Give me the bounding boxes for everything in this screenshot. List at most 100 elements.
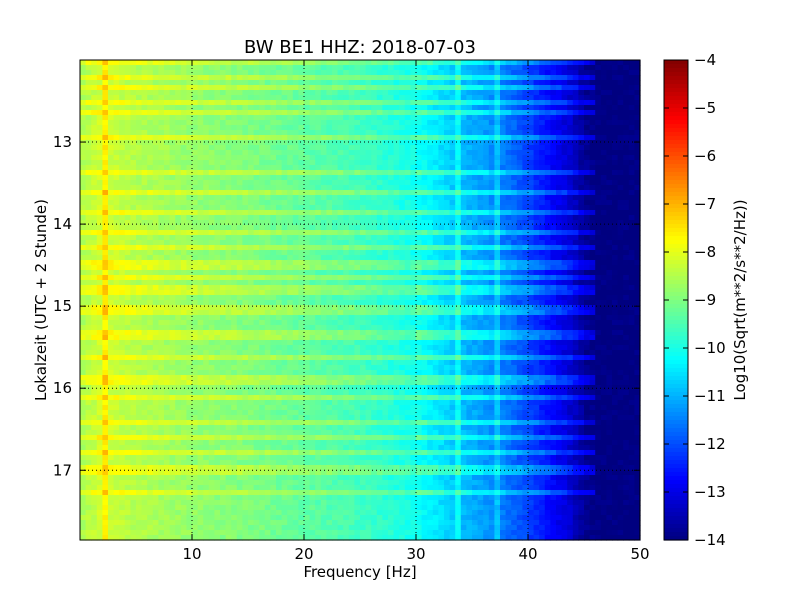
heatmap-cell (225, 150, 232, 156)
heatmap-cell (550, 300, 557, 306)
heatmap-cell (164, 105, 171, 111)
heatmap-cell (488, 70, 495, 76)
heatmap-cell (561, 140, 568, 146)
heatmap-cell (136, 210, 143, 216)
heatmap-cell (472, 135, 479, 141)
heatmap-cell (500, 280, 507, 286)
heatmap-cell (236, 115, 243, 121)
heatmap-cell (169, 175, 176, 181)
heatmap-cell (382, 120, 389, 126)
heatmap-cell (612, 280, 619, 286)
heatmap-cell (91, 185, 98, 191)
heatmap-cell (449, 295, 456, 301)
heatmap-cell (175, 145, 182, 151)
heatmap-cell (511, 60, 518, 66)
heatmap-cell (449, 110, 456, 116)
heatmap-cell (231, 160, 238, 166)
heatmap-cell (91, 265, 98, 271)
heatmap-cell (550, 215, 557, 221)
heatmap-cell (393, 70, 400, 76)
heatmap-cell (567, 170, 574, 176)
heatmap-cell (360, 215, 367, 221)
heatmap-cell (192, 125, 199, 131)
heatmap-cell (477, 250, 484, 256)
heatmap-cell (393, 105, 400, 111)
heatmap-cell (225, 75, 232, 81)
heatmap-cell (231, 80, 238, 86)
heatmap-cell (438, 135, 445, 141)
heatmap-cell (421, 205, 428, 211)
heatmap-cell (432, 135, 439, 141)
heatmap-cell (298, 280, 305, 286)
heatmap-cell (147, 150, 154, 156)
heatmap-cell (561, 255, 568, 261)
heatmap-cell (113, 225, 120, 231)
heatmap-cell (427, 280, 434, 286)
heatmap-cell (432, 220, 439, 226)
heatmap-cell (376, 70, 383, 76)
heatmap-cell (500, 60, 507, 66)
heatmap-cell (410, 255, 417, 261)
heatmap-cell (404, 205, 411, 211)
heatmap-cell (528, 230, 535, 236)
heatmap-cell (225, 125, 232, 131)
heatmap-cell (416, 135, 423, 141)
heatmap-cell (360, 280, 367, 286)
heatmap-cell (96, 60, 103, 66)
heatmap-cell (606, 190, 613, 196)
heatmap-cell (220, 185, 227, 191)
heatmap-cell (376, 220, 383, 226)
heatmap-cell (180, 200, 187, 206)
heatmap-cell (315, 300, 322, 306)
heatmap-cell (449, 80, 456, 86)
heatmap-cell (147, 205, 154, 211)
heatmap-cell (220, 275, 227, 281)
heatmap-cell (466, 200, 473, 206)
heatmap-cell (365, 300, 372, 306)
heatmap-cell (203, 295, 210, 301)
heatmap-cell (427, 200, 434, 206)
heatmap-cell (80, 125, 87, 131)
heatmap-cell (444, 70, 451, 76)
heatmap-cell (595, 100, 602, 106)
heatmap-cell (634, 185, 641, 191)
heatmap-cell (292, 150, 299, 156)
heatmap-cell (388, 130, 395, 136)
heatmap-cell (483, 255, 490, 261)
heatmap-cell (337, 280, 344, 286)
heatmap-cell (180, 290, 187, 296)
heatmap-cell (416, 110, 423, 116)
heatmap-cell (332, 205, 339, 211)
heatmap-cell (516, 70, 523, 76)
heatmap-cell (376, 265, 383, 271)
heatmap-cell (416, 120, 423, 126)
heatmap-cell (130, 250, 137, 256)
heatmap-cell (505, 275, 512, 281)
heatmap-cell (460, 135, 467, 141)
heatmap-cell (225, 220, 232, 226)
heatmap-cell (539, 65, 546, 71)
heatmap-cell (85, 295, 92, 301)
heatmap-cell (242, 95, 249, 101)
heatmap-cell (270, 110, 277, 116)
heatmap-cell (186, 265, 193, 271)
heatmap-cell (432, 75, 439, 81)
heatmap-cell (410, 215, 417, 221)
heatmap-cell (516, 285, 523, 291)
heatmap-cell (410, 305, 417, 311)
heatmap-cell (421, 285, 428, 291)
heatmap-cell (399, 120, 406, 126)
heatmap-cell (259, 140, 266, 146)
heatmap-cell (388, 300, 395, 306)
heatmap-cell (561, 135, 568, 141)
heatmap-cell (119, 145, 126, 151)
heatmap-cell (444, 285, 451, 291)
heatmap-cell (180, 175, 187, 181)
heatmap-cell (544, 290, 551, 296)
heatmap-cell (298, 260, 305, 266)
heatmap-cell (584, 240, 591, 246)
heatmap-cell (410, 270, 417, 276)
heatmap-cell (85, 235, 92, 241)
heatmap-cell (136, 185, 143, 191)
heatmap-cell (281, 180, 288, 186)
